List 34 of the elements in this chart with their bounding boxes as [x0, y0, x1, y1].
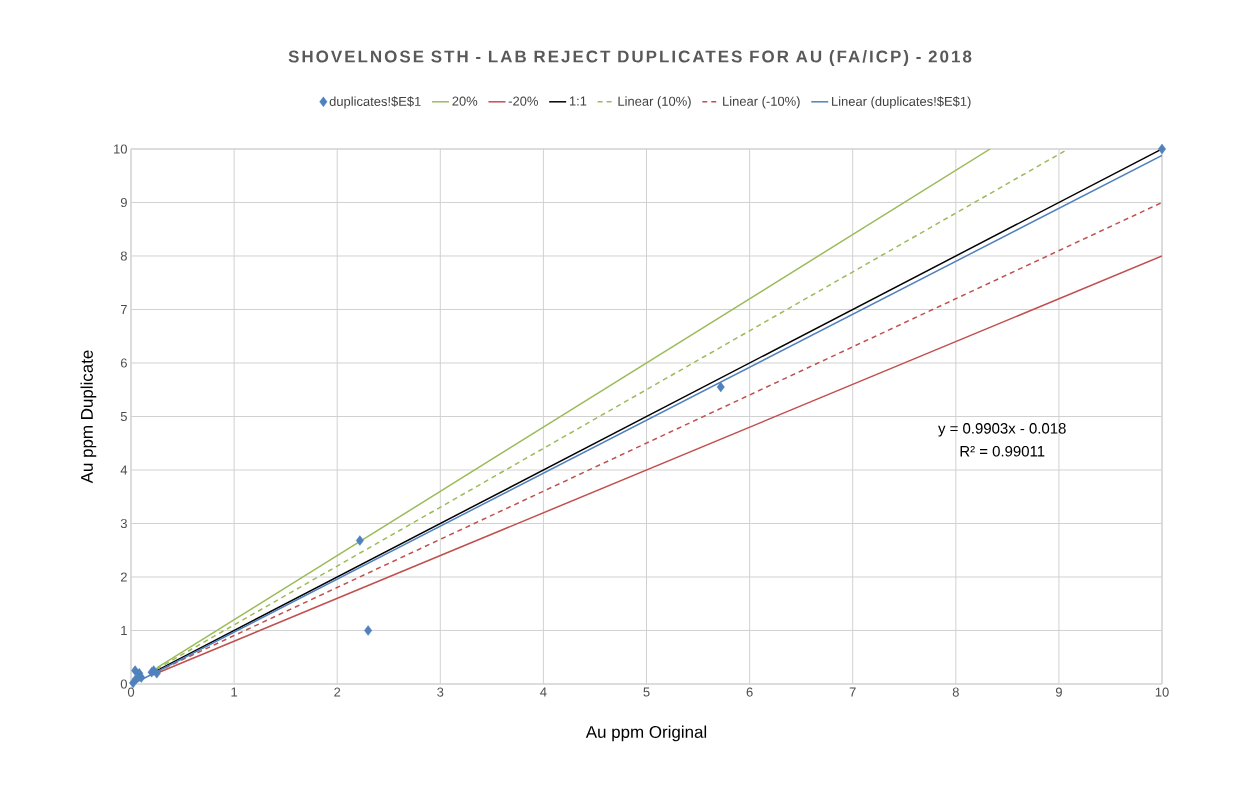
x-tick-label: 8	[952, 687, 959, 697]
y-axis-title: Au ppm Duplicate	[80, 350, 97, 484]
x-tick-label: 6	[746, 687, 753, 697]
y-tick-label: 3	[120, 518, 127, 529]
legend-label: -20%	[508, 96, 538, 106]
legend-label: 20%	[452, 96, 478, 106]
legend-label: Linear (-10%)	[723, 96, 800, 109]
legend-label: Linear (duplicates!$E$1)	[832, 96, 971, 109]
x-tick-label: 7	[849, 687, 856, 697]
x-tick-label: 4	[540, 687, 547, 697]
y-tick-label: 2	[120, 572, 127, 582]
annotation: R² = 0.99011	[960, 445, 1045, 457]
y-tick-label: 9	[120, 197, 127, 208]
x-tick-label: 2	[334, 687, 341, 697]
y-tick-label: 8	[120, 251, 127, 261]
y-tick-label: 7	[120, 305, 127, 314]
y-tick-label: 0	[120, 679, 127, 689]
y-tick-label: 10	[114, 144, 127, 154]
legend-label: Linear (10%)	[618, 96, 691, 109]
x-axis-title: Au ppm Original	[585, 725, 707, 742]
x-tick-label: 9	[1055, 687, 1062, 697]
x-tick-label: 0	[127, 687, 135, 697]
x-tick-label: 10	[1155, 687, 1169, 697]
y-tick-label: 5	[120, 411, 127, 421]
annotation: y = 0.9903x - 0.018	[938, 423, 1066, 437]
y-tick-label: 1	[121, 626, 127, 635]
x-tick-label: 3	[437, 687, 444, 697]
y-tick-label: 4	[120, 465, 128, 475]
y-tick-label: 6	[120, 358, 127, 368]
x-tick-label: 5	[643, 687, 650, 697]
chart-title: SHOVELNOSE STH - LAB REJECT DUPLICATES FOR AU (FA/ICP) - 2018	[288, 50, 972, 66]
legend-label: 1:1	[569, 96, 587, 106]
x-tick-label: 1	[231, 687, 238, 697]
legend-label: duplicates!$E$1	[329, 96, 421, 109]
